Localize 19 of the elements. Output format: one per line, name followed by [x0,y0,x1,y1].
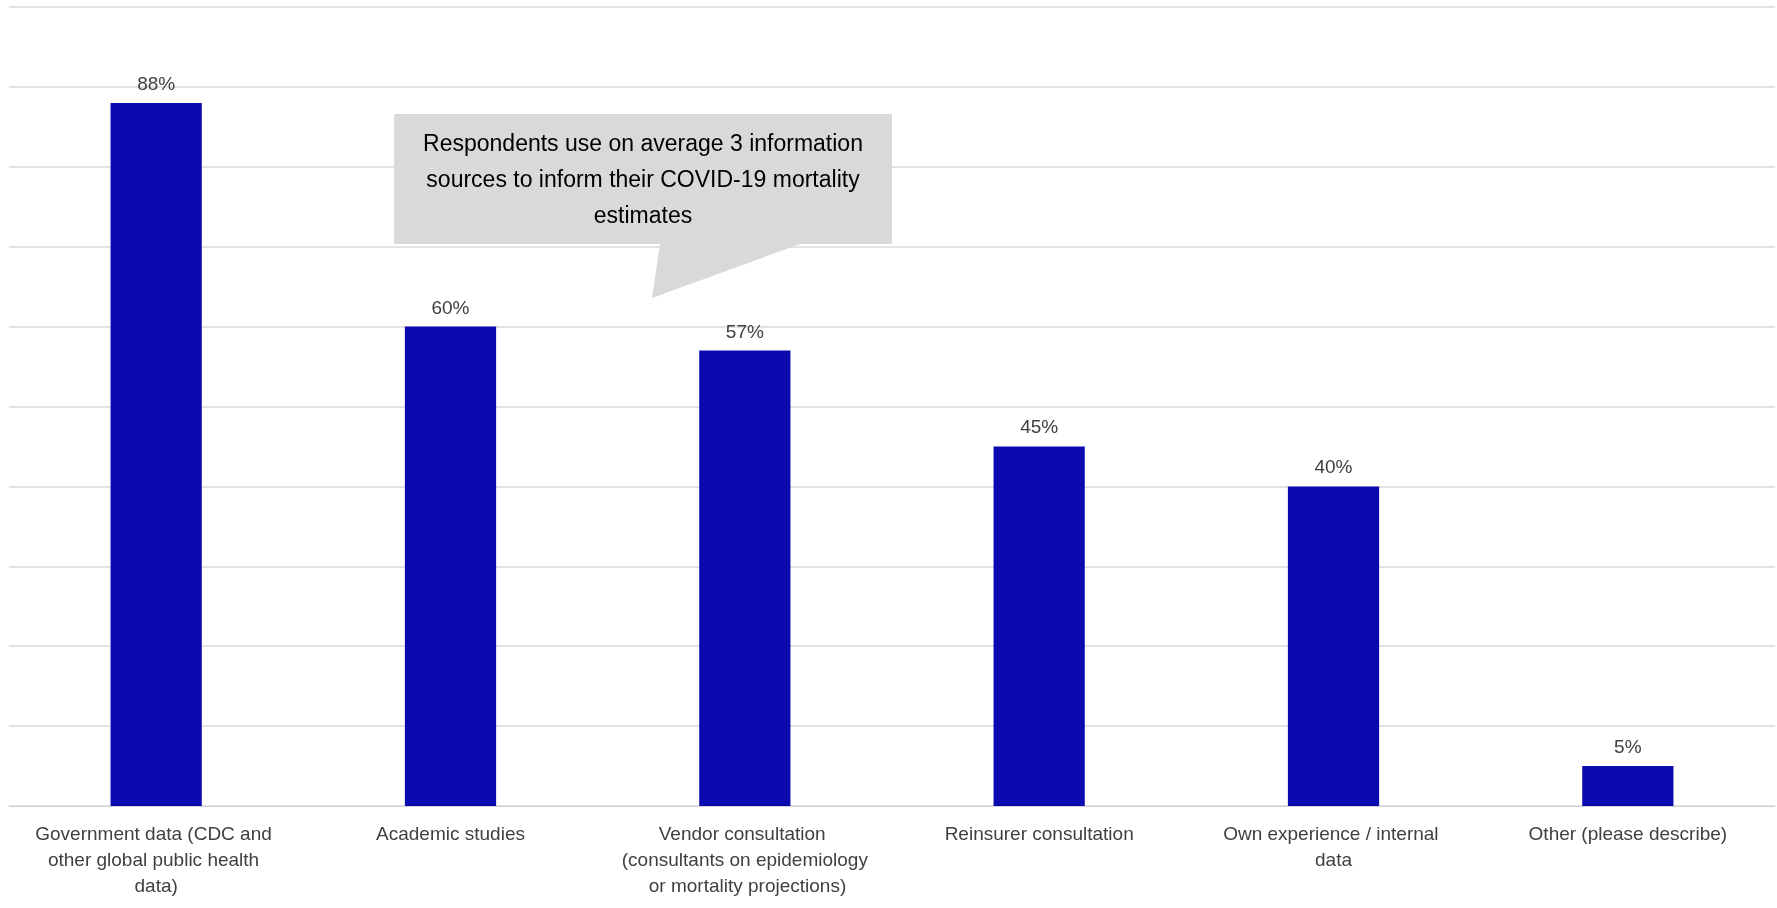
bar [404,326,497,806]
x-tick-label: Vendor consultation (consultants on epidemiology or mortality projections) [621,822,869,896]
x-tick-label: Other (please describe) [1528,822,1728,844]
annotation: Respondents use on average 3 information sources to inform their COVID-19 mortality estimates [422,129,864,230]
x-tick-label: Academic studies [376,822,525,844]
bar [1287,486,1380,806]
bar [993,446,1085,806]
data-label: 45% [1020,416,1059,438]
data-label: 57% [725,320,764,342]
data-label: 5% [1614,736,1642,758]
data-label: 60% [431,296,470,318]
x-tick-label: Own experience / internal data [1223,822,1444,870]
data-label: 88% [137,72,176,94]
bar [1582,766,1674,806]
x-tick-label: Government data (CDC and other global public health data) [35,822,278,896]
data-label: 40% [1314,456,1353,478]
bar [699,350,791,806]
x-tick-label: Reinsurer consultation [944,822,1134,844]
bar [110,102,202,806]
